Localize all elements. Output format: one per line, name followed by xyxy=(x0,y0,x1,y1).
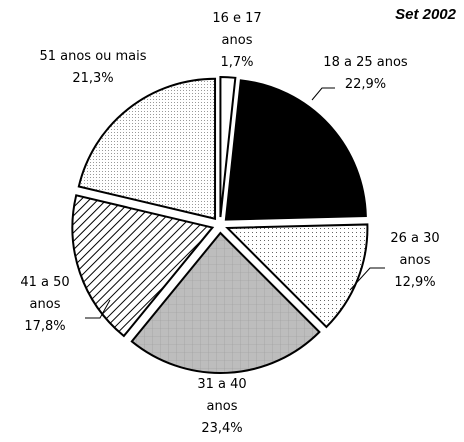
pie-slice xyxy=(77,77,217,220)
slice-label: 31 a 40 anos 23,4% xyxy=(180,374,264,440)
slice-label: 26 a 30 anos 12,9% xyxy=(375,228,455,294)
category-label: 41 a 50 anos xyxy=(20,275,70,312)
pie-slice xyxy=(219,76,237,218)
category-label: 16 e 17 anos xyxy=(212,11,262,48)
leader-line xyxy=(85,299,111,319)
category-label: 51 anos ou mais xyxy=(39,49,147,64)
slice-label: 16 e 17 anos 1,7% xyxy=(197,8,277,74)
value-label: 23,4% xyxy=(201,421,243,436)
pie-slice xyxy=(225,223,369,329)
chart-title: Set 2002 xyxy=(395,6,456,23)
category-label: 26 a 30 anos xyxy=(390,231,440,268)
leader-line xyxy=(349,267,385,291)
value-label: 22,9% xyxy=(344,77,387,92)
slice-label: 18 a 25 anos 22,9% xyxy=(318,52,413,96)
leader-line xyxy=(311,87,335,101)
pie-slice xyxy=(71,194,215,338)
value-label: 12,9% xyxy=(394,275,436,290)
pie-slice xyxy=(130,231,321,374)
category-label: 31 a 40 anos xyxy=(197,377,247,414)
slice-label: 51 anos ou mais 21,3% xyxy=(38,46,148,90)
value-label: 21,3% xyxy=(72,71,114,86)
value-label: 17,8% xyxy=(24,319,66,334)
category-label: 18 a 25 anos xyxy=(323,55,408,70)
slice-label: 41 a 50 anos 17,8% xyxy=(8,272,82,338)
value-label: 1,7% xyxy=(220,55,254,70)
pie-slice xyxy=(224,79,367,221)
